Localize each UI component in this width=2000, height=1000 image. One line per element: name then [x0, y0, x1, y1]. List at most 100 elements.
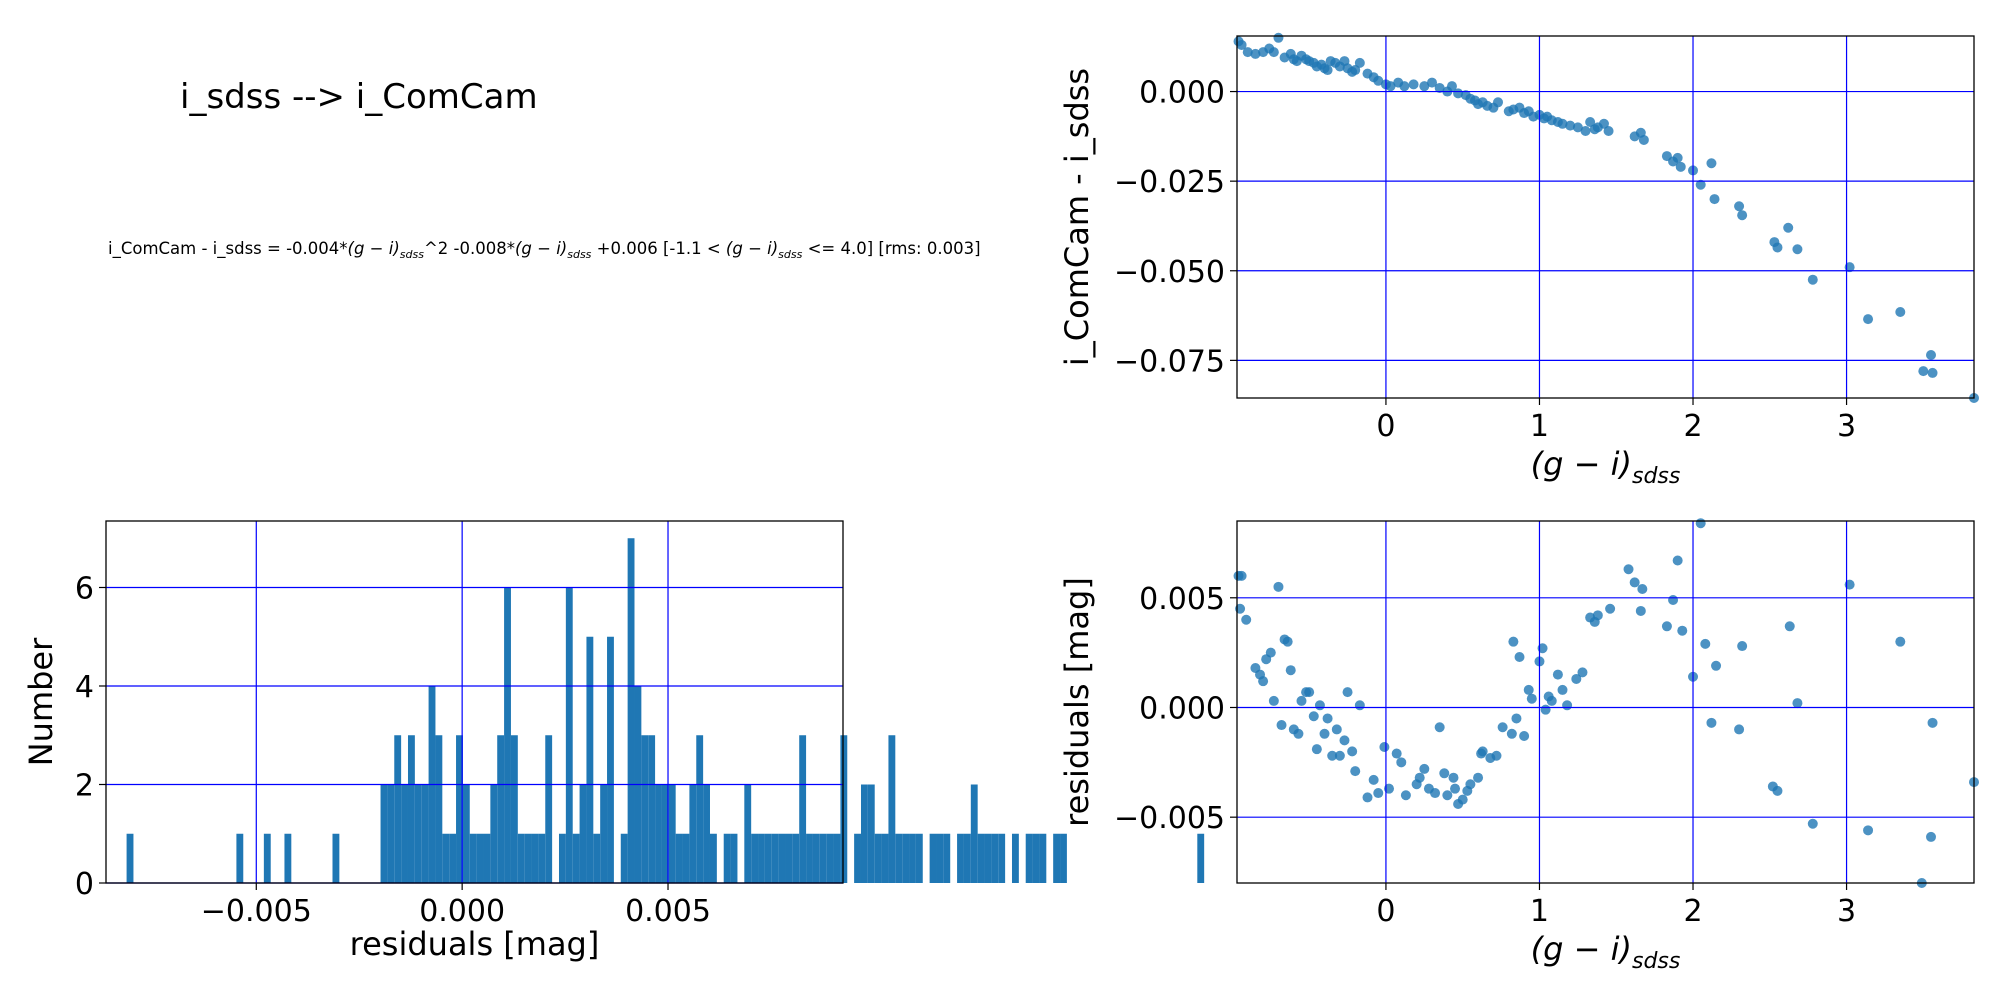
histogram-bar [442, 833, 450, 883]
data-point [1373, 788, 1384, 799]
histogram-bar [1011, 833, 1019, 883]
histogram-bar [545, 735, 553, 883]
data-point [1314, 700, 1325, 711]
y-tick-label: −0.075 [1114, 344, 1225, 379]
top-right-scatter-plot: 0 1 2 3 0.000 −0.025 −0.050 −0.075 (g − i)sdss i_… [1058, 32, 1979, 489]
histogram-bar [833, 833, 841, 883]
x-axis-label: (g − i)sdss [1531, 445, 1681, 489]
histogram-bar [407, 735, 415, 883]
data-point [1927, 367, 1938, 378]
data-point [1792, 698, 1803, 709]
data-point [1354, 57, 1365, 68]
data-point [1598, 118, 1609, 129]
y-tick-label: 6 [75, 571, 94, 606]
data-point [1400, 790, 1411, 801]
data-point [1807, 818, 1818, 829]
histogram-bar [456, 735, 463, 883]
x-axis-label: (g − i)sdss [1531, 930, 1681, 974]
data-point [1250, 48, 1261, 59]
data-point [1918, 366, 1929, 377]
y-axis-label: residuals [mag] [1058, 577, 1096, 827]
y-tick-label: −0.050 [1114, 255, 1225, 290]
histogram-bar [483, 833, 491, 883]
data-point [1506, 728, 1517, 739]
histogram-bar [236, 833, 244, 883]
figure-title: i_sdss --> i_ComCam [180, 77, 538, 117]
x-axis-label-sub: sdss [1632, 949, 1680, 974]
data-point [1408, 79, 1419, 90]
y-tick-label: 4 [75, 670, 94, 705]
data-point [1629, 577, 1640, 588]
histogram-bar [744, 784, 752, 883]
data-point [1546, 695, 1557, 706]
data-point [1637, 584, 1648, 595]
data-point [1241, 614, 1252, 625]
x-tick-label: 0.005 [625, 894, 711, 929]
data-point [1342, 687, 1353, 698]
data-point [1308, 711, 1319, 722]
histogram-bar [709, 833, 717, 883]
histogram-bar [332, 833, 340, 883]
data-point [1737, 641, 1748, 652]
data-point [1926, 349, 1937, 360]
data-point [1497, 722, 1508, 733]
x-tick-label: 3 [1837, 409, 1856, 444]
y-tick-label: −0.005 [1114, 801, 1225, 836]
histogram-bar [668, 784, 676, 883]
data-point [1347, 746, 1358, 757]
y-tick-label: −0.025 [1114, 165, 1225, 200]
data-point [1792, 244, 1803, 255]
data-point [1926, 831, 1937, 842]
histogram-bar [888, 735, 896, 883]
histogram-bar [126, 833, 134, 883]
data-point [1311, 744, 1322, 755]
data-point [1396, 757, 1407, 768]
histogram-bar [435, 735, 443, 883]
histogram-bar [970, 784, 978, 883]
data-point [1450, 783, 1461, 794]
data-point [1334, 750, 1345, 761]
data-point [1465, 779, 1476, 790]
equation-color-2-sub: sdss [567, 248, 591, 261]
data-point [1772, 785, 1783, 796]
equation-color-1-sub: sdss [400, 248, 424, 261]
histogram-bar [703, 784, 710, 883]
data-point [1695, 518, 1706, 529]
data-point [1895, 636, 1906, 647]
histogram-bar [854, 833, 861, 883]
histogram-bar [641, 735, 649, 883]
histogram-bar [826, 833, 834, 883]
histogram-bar [689, 784, 697, 883]
histogram-bar [538, 833, 546, 883]
y-tick-label: 0.000 [1139, 691, 1225, 726]
data-point [1453, 88, 1464, 99]
histogram-bar [558, 833, 566, 883]
data-point [1304, 687, 1315, 698]
data-point [1580, 125, 1591, 136]
histogram-bar [469, 833, 477, 883]
equation-color-1: (g − i) [348, 239, 400, 258]
data-point [1927, 717, 1938, 728]
data-point [1863, 314, 1874, 325]
data-point [1354, 700, 1365, 711]
data-point [1434, 82, 1445, 93]
histogram-bar [778, 833, 786, 883]
x-axis-label-base: (g − i) [1531, 930, 1632, 968]
histogram-bar [977, 833, 985, 883]
histogram-bar [819, 833, 827, 883]
histogram-bar [380, 784, 388, 883]
histogram-bar [655, 784, 662, 883]
x-tick-label: 3 [1837, 894, 1856, 929]
histogram-bar [1053, 833, 1061, 883]
data-point [1562, 700, 1573, 711]
histogram-bar [806, 833, 813, 883]
histogram-bar [531, 833, 539, 883]
histogram-bar [874, 833, 882, 883]
data-point [1391, 748, 1402, 759]
data-point [1675, 161, 1686, 172]
data-point [1339, 735, 1350, 746]
data-point [1258, 676, 1269, 687]
x-tick-label: 1 [1530, 409, 1549, 444]
data-point [1737, 210, 1748, 221]
data-point [1677, 625, 1688, 636]
